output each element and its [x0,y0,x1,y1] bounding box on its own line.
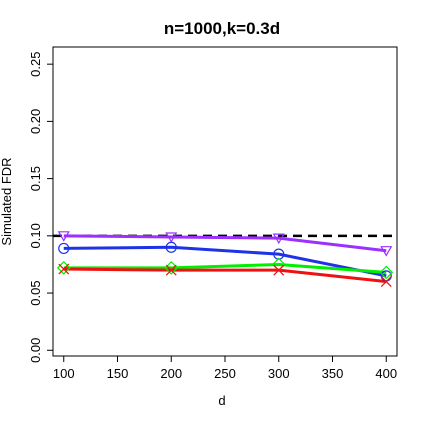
data-point [272,233,285,245]
data-point [58,242,70,255]
series-line [63,262,387,274]
x-axis: 100 150 200 250 300 350 400 [53,356,397,381]
x-tick-label: 200 [160,366,182,381]
series-line [63,234,387,253]
series-line [63,245,387,278]
series-layer [56,231,394,288]
data-point [165,264,177,276]
y-tick-label: 0.10 [28,223,43,248]
data-point-stroke [165,264,177,276]
x-axis-label: d [218,393,225,408]
x-tick-label: 400 [375,366,397,381]
x-tick-label: 300 [268,366,290,381]
data-point [380,246,393,257]
y-tick-label: 0.00 [28,338,43,363]
y-axis-label: Simulated FDR [0,157,14,245]
data-point [379,265,394,280]
series-line [63,267,387,284]
data-point [380,276,392,288]
x-tick-label: 350 [322,366,344,381]
data-point-stroke [380,276,392,288]
plot-frame [52,46,398,357]
x-tick-label: 250 [214,366,236,381]
y-tick-label: 0.20 [28,109,43,134]
data-point-stroke [58,263,70,275]
data-point-stroke [273,264,285,276]
data-point [56,261,71,275]
data-point [165,241,177,253]
data-point [273,264,285,276]
y-tick-label: 0.25 [28,52,43,77]
data-point [165,232,178,243]
data-point [57,231,70,242]
chart-title: n=1000,k=0.3d [164,19,280,38]
x-tick-label: 150 [107,366,129,381]
data-point [58,263,70,275]
y-tick-label: 0.15 [28,166,43,191]
x-tick-label: 100 [53,366,75,381]
y-axis: 0.00 0.05 0.10 0.15 0.20 0.25 [28,52,53,363]
y-tick-label: 0.05 [28,280,43,305]
